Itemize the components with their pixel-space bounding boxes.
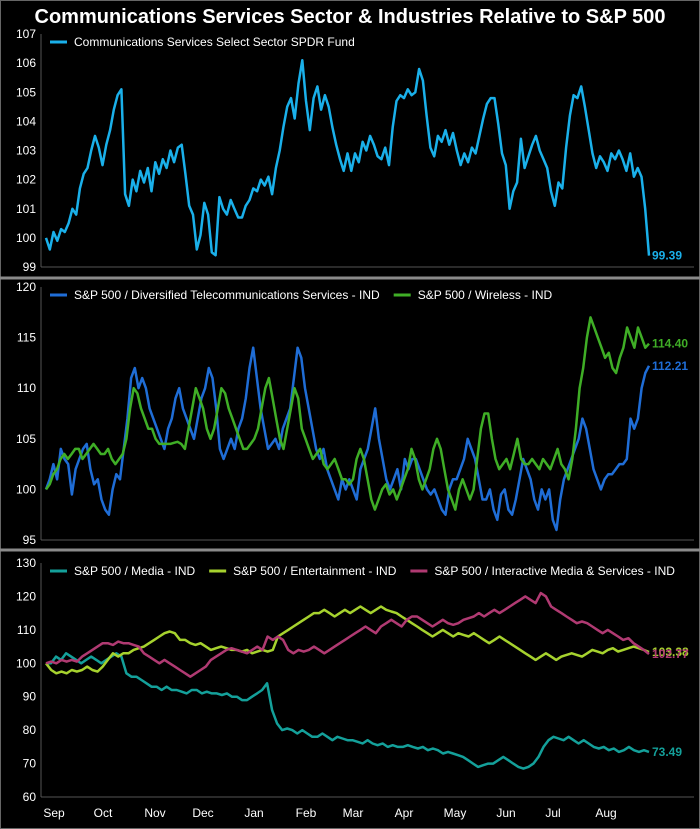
y-tick-label: 130: [16, 556, 36, 570]
y-tick-label: 90: [23, 690, 37, 704]
legend-entry: S&P 500 / Entertainment - IND: [233, 564, 397, 578]
x-tick-label: Jan: [244, 806, 263, 820]
series-end-label: 103.38: [652, 645, 689, 659]
y-tick-label: 110: [17, 623, 36, 637]
y-tick-label: 120: [16, 589, 36, 603]
series-line: [44, 58, 651, 257]
y-tick-label: 105: [16, 85, 36, 99]
y-tick-label: 101: [16, 202, 36, 216]
legend-entry: S&P 500 / Diversified Telecommunications…: [74, 288, 380, 302]
series-line: [44, 316, 650, 511]
y-tick-label: 106: [16, 56, 36, 70]
series-line: [45, 605, 650, 675]
x-tick-label: Jun: [496, 806, 515, 820]
y-tick-label: 70: [23, 757, 37, 771]
y-tick-label: 115: [17, 331, 36, 345]
x-tick-label: Mar: [343, 806, 364, 820]
panel-divider: [0, 276, 700, 280]
y-tick-label: 100: [16, 231, 36, 245]
y-tick-label: 110: [17, 381, 36, 395]
x-tick-label: Oct: [94, 806, 113, 820]
x-tick-label: May: [444, 806, 467, 820]
panel-divider: [0, 548, 700, 552]
x-tick-label: Feb: [296, 806, 317, 820]
legend-entry: S&P 500 / Wireless - IND: [418, 288, 553, 302]
y-tick-label: 100: [16, 656, 36, 670]
series-line: [46, 652, 650, 770]
y-tick-label: 60: [23, 790, 37, 804]
chart-title: Communications Services Sector & Industr…: [34, 6, 666, 28]
x-tick-label: Nov: [144, 806, 165, 820]
series-end-label: 112.21: [652, 359, 688, 373]
y-tick-label: 95: [23, 533, 37, 547]
series-end-label: 114.40: [652, 337, 688, 351]
x-tick-label: Dec: [192, 806, 213, 820]
y-tick-label: 102: [16, 173, 36, 187]
legend-entry: S&P 500 / Media - IND: [74, 564, 196, 578]
y-tick-label: 105: [16, 432, 36, 446]
x-tick-label: Aug: [595, 806, 616, 820]
series-line: [45, 591, 650, 678]
series-end-label: 102.77: [652, 647, 689, 661]
series-end-label: 73.49: [652, 745, 682, 759]
series-end-label: 99.39: [652, 249, 682, 263]
y-tick-label: 104: [16, 114, 36, 128]
y-tick-label: 99: [23, 260, 37, 274]
legend-entry: S&P 500 / Interactive Media & Services -…: [434, 564, 675, 578]
y-tick-label: 103: [16, 144, 36, 158]
series-line: [44, 346, 651, 532]
y-tick-label: 100: [16, 482, 36, 496]
x-tick-label: Apr: [395, 806, 414, 820]
x-tick-label: Jul: [545, 806, 560, 820]
y-tick-label: 80: [23, 723, 37, 737]
legend-entry: Communications Services Select Sector SP…: [74, 35, 355, 49]
y-tick-label: 107: [16, 27, 36, 41]
x-tick-label: Sep: [43, 806, 65, 820]
y-tick-label: 120: [16, 280, 36, 294]
